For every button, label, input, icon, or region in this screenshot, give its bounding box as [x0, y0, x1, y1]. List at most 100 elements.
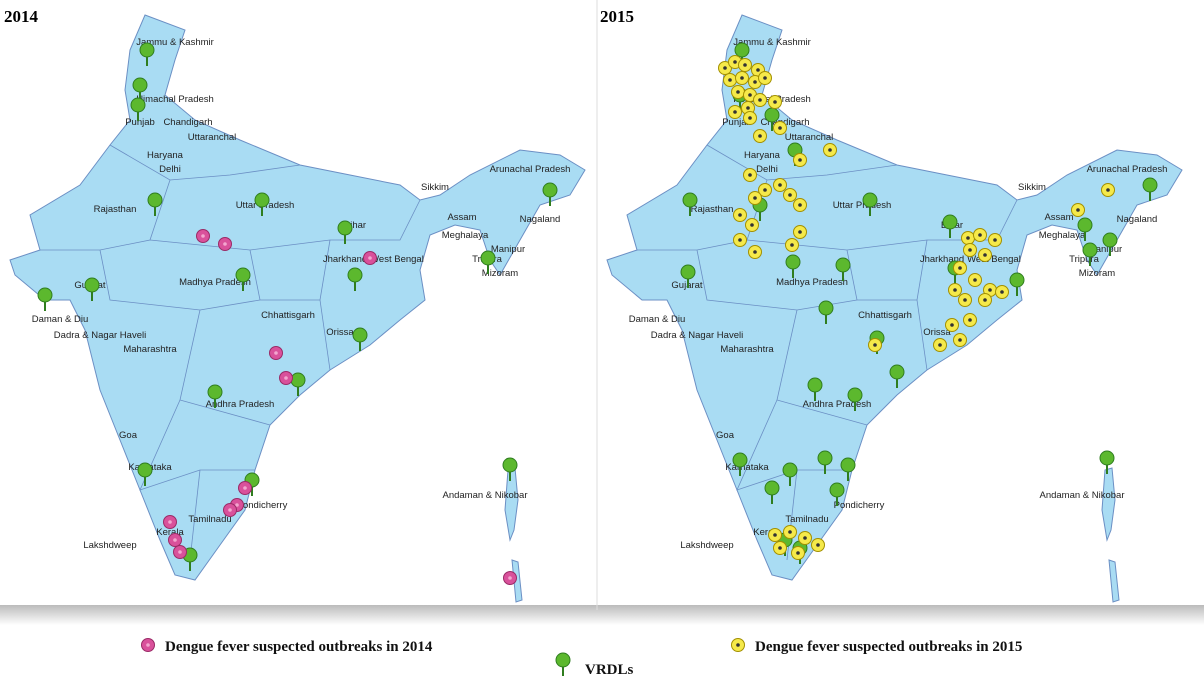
legend-label: Dengue fever suspected outbreaks in 2014: [165, 639, 433, 655]
vrdl-pin: [1102, 232, 1118, 256]
vrdl-pin: [130, 97, 146, 121]
outbreak-dot: [778, 126, 782, 130]
state-label: Arunachal Pradesh: [1087, 164, 1168, 175]
pin-head: [1099, 450, 1115, 466]
state-label: Punjab: [125, 117, 155, 128]
outbreak-2014: [163, 515, 177, 529]
outbreak-dot: [973, 278, 977, 282]
pin-head: [139, 42, 155, 58]
outbreak-2015: [773, 178, 787, 192]
outbreak-2015: [768, 528, 782, 542]
outbreak-dot: [748, 93, 752, 97]
state-label: Nagaland: [1117, 214, 1158, 225]
outbreak-2015: [953, 261, 967, 275]
outbreak-2015: [811, 538, 825, 552]
outbreak-2014: [196, 229, 210, 243]
state-label: Arunachal Pradesh: [490, 164, 571, 175]
outbreak-2014: [503, 571, 517, 585]
vrdl-pin: [207, 384, 223, 408]
outbreak-2015: [793, 225, 807, 239]
vrdl-pin: [139, 42, 155, 66]
outbreak-2014: [223, 503, 237, 517]
outbreak-2015: [933, 338, 947, 352]
outbreak-dot: [1076, 208, 1080, 212]
pin-head: [818, 300, 834, 316]
pin-head: [84, 277, 100, 293]
outbreak-dot: [1000, 290, 1004, 294]
vrdl-pin: [817, 450, 833, 474]
vrdl-pin: [555, 652, 571, 676]
vrdl-pin: [764, 107, 780, 131]
state-label: Sikkim: [1018, 182, 1046, 193]
pin-head: [847, 387, 863, 403]
outbreak-dot: [788, 530, 792, 534]
outbreak-dot: [968, 248, 972, 252]
pin-head: [130, 97, 146, 113]
outbreak-2014: [279, 371, 293, 385]
outbreak-dot: [790, 243, 794, 247]
outbreak-2015: [758, 71, 772, 85]
pin-head: [1082, 242, 1098, 258]
outbreak-dot: [798, 158, 802, 162]
pin-head: [207, 384, 223, 400]
outbreak-dot: [803, 536, 807, 540]
state-label: Delhi: [756, 164, 778, 175]
outbreak-2015: [738, 58, 752, 72]
state-label: Tripura: [1069, 254, 1099, 265]
vrdl-pin: [732, 452, 748, 476]
state-label: West Bengal: [967, 254, 1021, 265]
state-label: Meghalaya: [1039, 230, 1086, 241]
outbreak-2015: [731, 85, 745, 99]
outbreak-2015: [745, 218, 759, 232]
state-label: Haryana: [744, 150, 781, 161]
vrdl-pin: [840, 457, 856, 481]
pin-head: [682, 192, 698, 208]
outbreak-2015: [1071, 203, 1085, 217]
state-label: Dadra & Nagar Haveli: [651, 330, 743, 341]
outbreak-2015: [988, 233, 1002, 247]
outbreak-dot: [146, 643, 150, 647]
outbreak-dot: [763, 76, 767, 80]
state-label: Tamilnadu: [785, 514, 828, 525]
vrdl-pin: [764, 480, 780, 504]
state-label: Sikkim: [421, 182, 449, 193]
pin-head: [680, 264, 696, 280]
state-label: Punjab: [722, 117, 752, 128]
state-label: Lakshdweep: [83, 540, 136, 551]
outbreak-2014: [173, 545, 187, 559]
vrdl-pin: [1082, 242, 1098, 266]
legend-label: VRDLs: [585, 662, 634, 678]
state-label: Rajasthan: [691, 204, 734, 215]
pin-head: [942, 214, 958, 230]
vrdl-pin: [682, 192, 698, 216]
pin-head: [337, 220, 353, 236]
state-label: Meghalaya: [442, 230, 489, 241]
outbreak-dot: [983, 253, 987, 257]
outbreak-2015: [953, 333, 967, 347]
outbreak-dot: [753, 196, 757, 200]
pin-head: [147, 192, 163, 208]
pin-head: [764, 107, 780, 123]
state-label: Nagaland: [520, 214, 561, 225]
state-label: Uttaranchal: [785, 132, 834, 143]
pin-head: [782, 462, 798, 478]
pin-head: [555, 652, 571, 668]
vrdl-pin: [254, 192, 270, 216]
vrdl-pin: [352, 327, 368, 351]
outbreak-2015: [728, 105, 742, 119]
vrdl-pin: [680, 264, 696, 288]
outbreak-2014: [363, 251, 377, 265]
pin-head: [290, 372, 306, 388]
vrdl-pin: [829, 482, 845, 506]
vrdl-pin: [818, 300, 834, 324]
outbreak-2015: [758, 183, 772, 197]
outbreak-dot: [796, 551, 800, 555]
outbreak-2015: [793, 153, 807, 167]
outbreak-dot: [758, 134, 762, 138]
state-label: Daman & Diu: [629, 314, 686, 325]
outbreak-dot: [748, 173, 752, 177]
state-label: Tamilnadu: [188, 514, 231, 525]
vrdl-pin: [942, 214, 958, 238]
outbreak-2015: [753, 129, 767, 143]
